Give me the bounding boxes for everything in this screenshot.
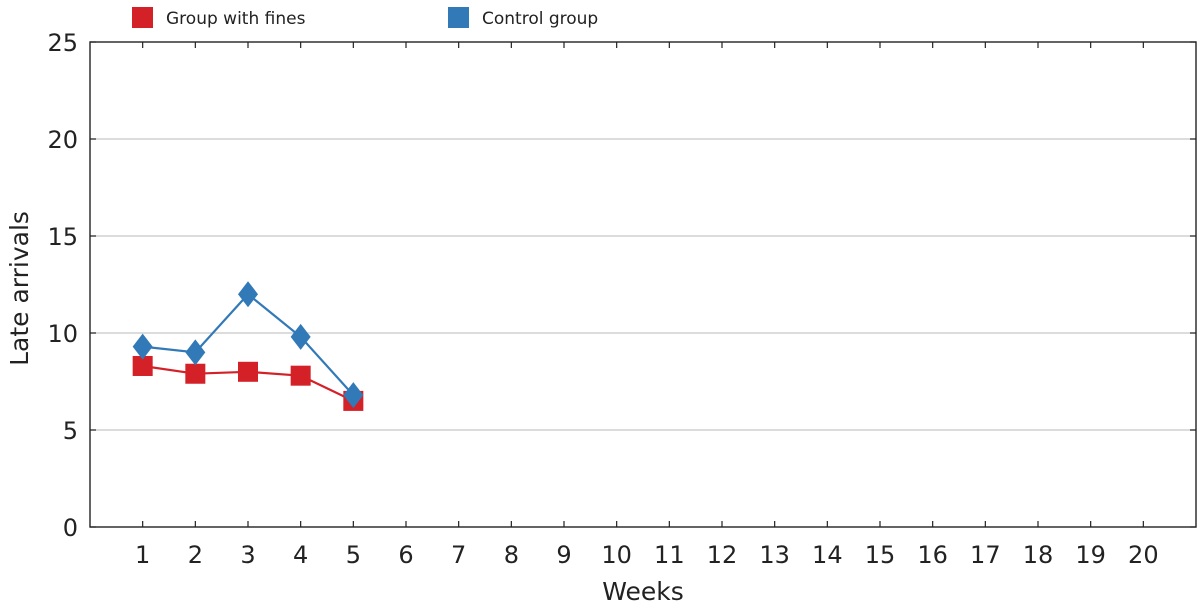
y-tick-label: 15 [47, 223, 78, 251]
legend-label: Group with fines [166, 9, 306, 29]
x-tick-label: 7 [451, 541, 466, 569]
y-tick-label: 0 [63, 514, 78, 542]
data-point [343, 382, 364, 409]
grid-lines [90, 138, 1196, 431]
x-tick-label: 13 [759, 541, 790, 569]
plot-frame [89, 41, 1197, 528]
x-tick-label: 8 [504, 541, 519, 569]
y-axis-title: Late arrivals [5, 211, 34, 366]
data-point [290, 365, 311, 386]
x-tick-label: 3 [240, 541, 255, 569]
legend-swatch-square-icon [448, 7, 469, 28]
x-tick-label: 1 [135, 541, 150, 569]
data-point [290, 323, 311, 350]
series-layer [132, 281, 364, 411]
data-point [185, 339, 206, 366]
data-point [132, 333, 153, 360]
legend-item-group-with-fines: Group with fines [132, 7, 306, 29]
y-tick-label: 20 [47, 126, 78, 154]
x-tick-label: 15 [865, 541, 896, 569]
data-point [238, 361, 258, 382]
x-tick-label: 17 [970, 541, 1001, 569]
y-tick-label: 5 [63, 417, 78, 445]
x-tick-label: 11 [654, 541, 685, 569]
x-tick-label: 9 [556, 541, 571, 569]
x-tick-label: 4 [293, 541, 308, 569]
series-control-group [132, 281, 364, 409]
data-point [132, 355, 153, 376]
x-tick-label: 14 [812, 541, 843, 569]
legend-label: Control group [482, 9, 598, 29]
x-tick-label: 6 [398, 541, 413, 569]
y-tick-label: 10 [47, 320, 78, 348]
x-tick-label: 10 [601, 541, 632, 569]
legend-swatch-square-icon [132, 7, 153, 28]
x-tick-label: 5 [346, 541, 361, 569]
x-axis-title: Weeks [602, 577, 684, 606]
data-point [238, 281, 258, 308]
x-tick-label: 12 [707, 541, 738, 569]
x-tick-label: 20 [1128, 541, 1159, 569]
legend: Group with fines Control group [132, 7, 598, 29]
data-point [185, 363, 206, 384]
x-tick-label: 16 [917, 541, 948, 569]
x-tick-label: 19 [1075, 541, 1106, 569]
legend-item-control-group: Control group [448, 7, 598, 29]
x-tick-label: 18 [1023, 541, 1054, 569]
y-tick-label: 25 [47, 29, 78, 57]
x-tick-label: 2 [188, 541, 203, 569]
series-group-with-fines [132, 355, 364, 411]
